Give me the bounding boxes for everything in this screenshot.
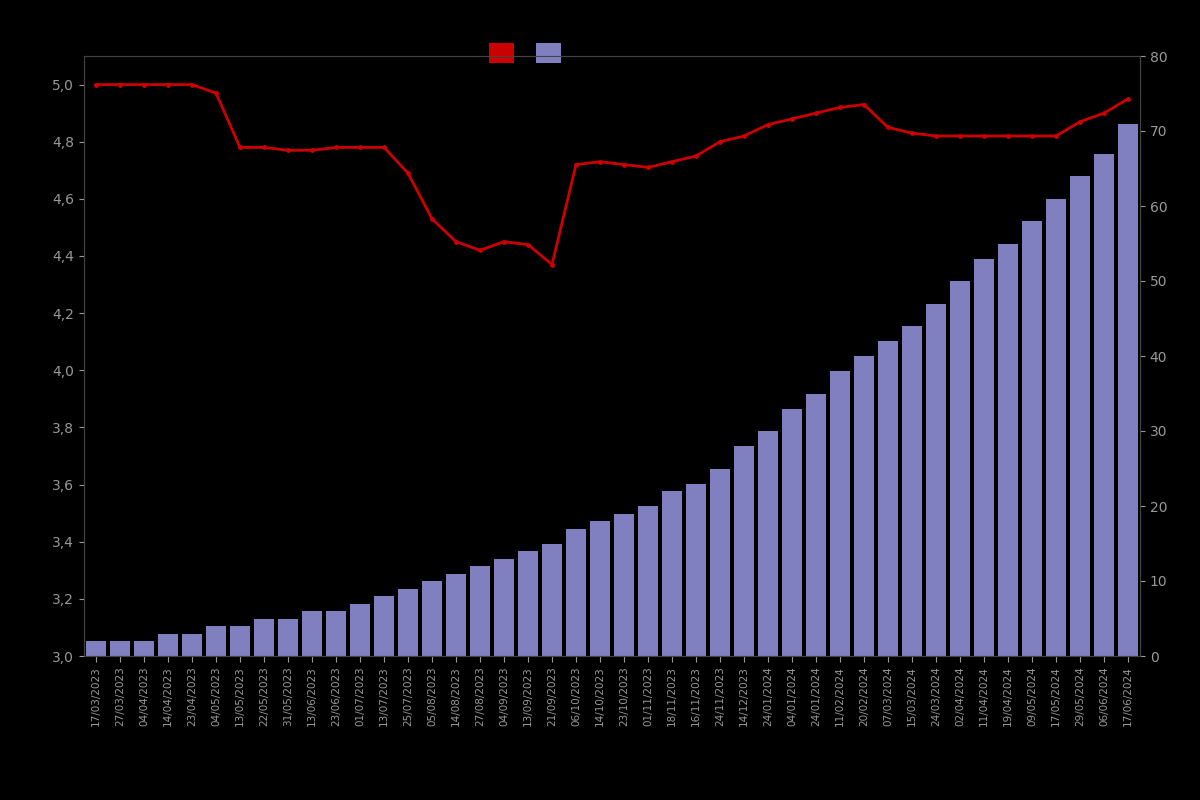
Bar	[998, 243, 1019, 656]
Bar	[302, 611, 322, 656]
Bar	[422, 581, 442, 656]
Bar	[974, 258, 995, 656]
Bar	[662, 491, 683, 656]
Bar	[397, 589, 418, 656]
Bar	[110, 641, 131, 656]
Bar	[1022, 221, 1042, 656]
Bar	[638, 506, 659, 656]
Bar	[494, 558, 515, 656]
Bar	[878, 341, 898, 656]
Bar	[518, 551, 539, 656]
Bar	[350, 603, 370, 656]
Bar	[806, 394, 827, 656]
Legend: , : ,	[485, 39, 570, 67]
Bar	[326, 611, 347, 656]
Bar	[1094, 154, 1115, 656]
Bar	[230, 626, 250, 656]
Bar	[854, 356, 874, 656]
Bar	[206, 626, 226, 656]
Bar	[182, 634, 202, 656]
Bar	[1046, 198, 1067, 656]
Bar	[1118, 123, 1139, 656]
Bar	[782, 409, 803, 656]
Bar	[446, 574, 466, 656]
Bar	[902, 326, 923, 656]
Bar	[758, 431, 779, 656]
Bar	[158, 634, 179, 656]
Bar	[374, 596, 394, 656]
Bar	[926, 303, 947, 656]
Bar	[542, 543, 563, 656]
Bar	[470, 566, 491, 656]
Bar	[613, 514, 635, 656]
Bar	[590, 521, 611, 656]
Bar	[134, 641, 155, 656]
Bar	[566, 529, 587, 656]
Bar	[830, 371, 851, 656]
Bar	[278, 618, 299, 656]
Bar	[950, 281, 971, 656]
Bar	[1070, 176, 1091, 656]
Bar	[710, 469, 730, 656]
Bar	[686, 483, 706, 656]
Bar	[86, 641, 107, 656]
Bar	[734, 446, 755, 656]
Bar	[254, 618, 274, 656]
